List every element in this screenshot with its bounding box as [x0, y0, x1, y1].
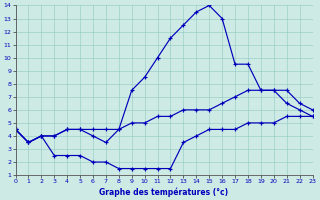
X-axis label: Graphe des températures (°c): Graphe des températures (°c) [100, 187, 228, 197]
